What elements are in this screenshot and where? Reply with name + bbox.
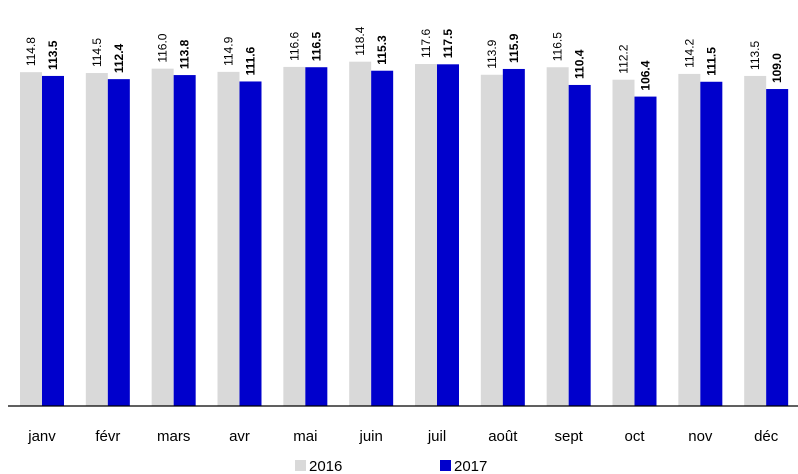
value-label-2016-févr: 114.5 (90, 38, 104, 67)
x-tick-label-janv: janv (27, 428, 56, 445)
bar-2016-oct (612, 79, 635, 406)
value-label-2016-mai: 116.6 (287, 31, 301, 60)
bar-2017-sept (568, 84, 591, 407)
bar-2017-juin (371, 70, 394, 407)
value-label-2016-déc: 113.5 (748, 40, 762, 69)
legend: 2016 2017 (295, 458, 487, 474)
value-label-2017-déc: 109.0 (770, 53, 784, 83)
x-tick-labels: janv févr mars avr mai juin juil août sept oct nov… (27, 428, 779, 445)
value-label-2016-janv: 114.8 (24, 37, 38, 66)
bar-2016-août (480, 74, 503, 406)
bar-2017-mars (173, 75, 196, 406)
bar-2016-sept (546, 67, 569, 406)
x-tick-label-avr: avr (229, 428, 250, 445)
x-tick-label-déc: déc (754, 428, 779, 445)
value-label-2016-juil: 117.6 (419, 29, 433, 58)
value-label-2017-mai: 116.5 (309, 32, 323, 62)
bar-2016-févr (85, 73, 108, 406)
bar-2016-mai (283, 66, 306, 407)
bar-2017-oct (634, 96, 657, 406)
value-label-2017-févr: 112.4 (112, 43, 126, 73)
bar-2016-déc (744, 75, 767, 406)
value-label-2016-juin: 118.4 (353, 26, 367, 55)
bars-group (20, 61, 789, 407)
value-label-2017-sept: 110.4 (573, 49, 587, 79)
legend-label-2016: 2016 (309, 458, 342, 474)
x-tick-label-août: août (488, 428, 518, 445)
value-label-2017-janv: 113.5 (46, 40, 60, 70)
x-tick-label-juin: juin (358, 428, 382, 445)
bar-2017-janv (42, 75, 64, 406)
x-tick-label-juil: juil (427, 428, 446, 445)
bar-2017-déc (766, 89, 789, 406)
value-labels-group: 114.8 113.5 114.5 112.4 116.0 113.8 114.9 111.6… (24, 26, 784, 90)
bar-2016-juil (415, 64, 437, 407)
bar-2016-juin (349, 61, 372, 406)
bar-2016-avr (217, 71, 240, 407)
value-label-2016-nov: 114.2 (682, 38, 696, 67)
value-label-2016-avr: 114.9 (222, 36, 236, 65)
value-label-2017-août: 115.9 (507, 33, 521, 63)
value-label-2017-mars: 113.8 (178, 39, 192, 69)
value-label-2017-oct: 106.4 (639, 60, 653, 90)
bar-2016-mars (151, 68, 174, 407)
value-label-2017-juin: 115.3 (375, 35, 389, 65)
x-tick-label-nov: nov (688, 428, 713, 445)
x-tick-label-mars: mars (157, 428, 190, 445)
value-label-2016-août: 113.9 (485, 39, 499, 68)
x-tick-label-févr: févr (95, 428, 120, 445)
x-tick-label-mai: mai (293, 428, 317, 445)
bar-2017-juil (437, 64, 459, 406)
bar-2017-août (502, 68, 525, 407)
bar-2016-nov (678, 73, 701, 406)
value-label-2016-sept: 116.5 (551, 32, 565, 61)
bar-2017-mai (305, 67, 328, 406)
x-tick-label-sept: sept (554, 428, 583, 445)
value-label-2017-avr: 111.6 (244, 46, 258, 75)
bar-2017-févr (107, 79, 130, 406)
value-label-2017-nov: 111.5 (704, 47, 718, 76)
x-tick-label-oct: oct (624, 428, 645, 445)
value-label-2017-juil: 117.5 (441, 29, 455, 59)
bar-2016-janv (20, 72, 42, 406)
bar-2017-nov (700, 81, 723, 406)
legend-swatch-2016 (295, 460, 306, 471)
legend-swatch-2017 (440, 460, 451, 471)
value-label-2016-oct: 112.2 (617, 44, 631, 73)
bar-2017-avr (239, 81, 262, 406)
value-label-2016-mars: 116.0 (156, 33, 170, 62)
legend-label-2017: 2017 (454, 458, 487, 474)
